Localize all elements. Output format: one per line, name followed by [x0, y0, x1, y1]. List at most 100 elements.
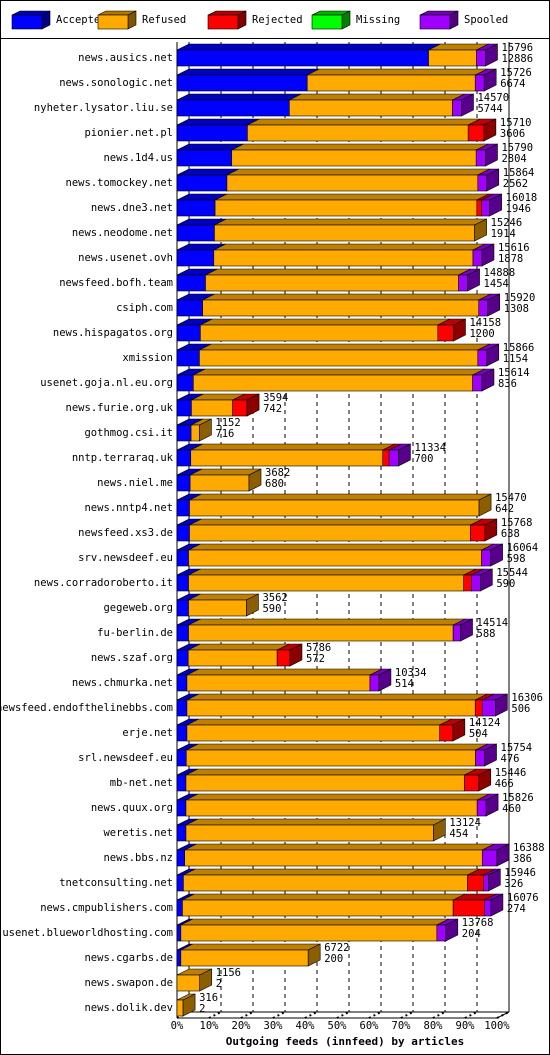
bar-top [183, 868, 480, 876]
bar-front [186, 674, 371, 692]
bar-segment [176, 43, 441, 67]
bar-front [476, 799, 487, 817]
bar-side [487, 293, 501, 317]
y-tick-label: news.sonologic.net [59, 77, 173, 89]
bar-front [184, 849, 483, 867]
legend-label: Rejected [252, 14, 303, 26]
bar-front [205, 274, 459, 292]
value-label: 1946 [506, 203, 531, 215]
bar-front [176, 974, 201, 992]
x-tick-label: 20% [232, 1020, 252, 1032]
x-tick-label: 60% [360, 1020, 380, 1032]
y-tick-label: news.furie.org.uk [66, 402, 174, 414]
bar-front [467, 124, 485, 142]
bar-front [484, 899, 492, 917]
value-label: 1154 [503, 353, 528, 365]
x-tick-label: 100% [484, 1020, 510, 1032]
value-label: 514 [395, 678, 414, 690]
bar-top [188, 618, 466, 626]
bar-front [176, 774, 187, 792]
bar-segment [188, 618, 466, 642]
bar-side [490, 893, 504, 917]
bar-segment [467, 118, 497, 142]
bar-front [176, 124, 248, 142]
bar-segment [247, 118, 481, 142]
value-label: 10334 [395, 667, 427, 679]
bar-segment [226, 168, 490, 192]
bar-front [437, 324, 454, 342]
value-label: 15920 [504, 292, 536, 304]
bar-side [484, 743, 497, 767]
bar-segment [193, 368, 485, 392]
bar-segment [481, 193, 502, 217]
bar-side [289, 643, 303, 667]
bar-top [193, 368, 485, 376]
bar-front [189, 474, 250, 492]
bar-front [176, 299, 203, 317]
bar-side [486, 343, 500, 367]
bar-front [176, 799, 187, 817]
bar-side [496, 843, 510, 867]
y-tick-label: news.cgarbs.de [84, 952, 173, 964]
bar-front [436, 924, 447, 942]
value-label: 15726 [500, 67, 532, 79]
tick-mark [304, 1011, 318, 1019]
y-tick-label: mb-net.net [110, 777, 173, 789]
legend-swatch [97, 14, 129, 30]
bar-front [185, 774, 465, 792]
value-label: 15768 [501, 517, 533, 529]
bar-front [188, 574, 465, 592]
bar-front [176, 449, 192, 467]
bar-side [489, 193, 502, 217]
bar-top [180, 943, 321, 951]
bar-segment [185, 768, 477, 792]
x-axis-title: Outgoing feeds (innfeed) by articles [226, 1035, 464, 1048]
bar-front [176, 174, 228, 192]
bar-top [189, 493, 492, 501]
bar-segment [199, 343, 490, 367]
bar-segment [475, 743, 497, 767]
bar-side [484, 518, 498, 542]
y-tick-label: gegeweb.org [103, 602, 173, 614]
bar-top [190, 443, 395, 451]
bar-front [289, 99, 453, 117]
bar-segment [452, 618, 473, 642]
bar-front [214, 199, 478, 217]
bar-side [199, 968, 213, 992]
value-label: 15616 [498, 242, 530, 254]
value-label: 3562 [262, 592, 287, 604]
y-tick-label: news.neodome.net [72, 227, 173, 239]
y-tick-label: weretis.net [103, 827, 173, 839]
bar-front [193, 374, 473, 392]
bar-front [247, 124, 469, 142]
bar-segment [187, 643, 290, 667]
bar-segment [472, 368, 495, 392]
y-tick-label: news.quux.org [91, 802, 173, 814]
bar-segment [232, 393, 260, 417]
bar-front [481, 699, 496, 717]
bar-front [176, 349, 200, 367]
bar-front [190, 449, 384, 467]
bar-front [202, 299, 480, 317]
bar-top [176, 68, 320, 76]
bar-segment [189, 493, 492, 517]
bar-front [213, 249, 474, 267]
bar-top [176, 93, 302, 101]
bar-top [199, 343, 490, 351]
y-tick-label: xmission [122, 352, 173, 364]
y-tick-label: nntp.terraraq.uk [72, 452, 174, 464]
bar-segment [369, 668, 392, 692]
bar-front [476, 49, 486, 67]
bar-side [490, 543, 503, 567]
bar-front [439, 724, 454, 742]
bar-top [214, 218, 487, 226]
bar-segment [452, 93, 474, 117]
bar-segment [176, 193, 228, 217]
y-tick-label: news.swapon.de [84, 977, 173, 989]
bar-segment [200, 318, 450, 342]
bar-segment [476, 793, 499, 817]
value-label: 13768 [462, 917, 494, 929]
value-label: 5744 [477, 103, 502, 115]
bar-segment [176, 368, 206, 392]
bar-front [191, 399, 233, 417]
